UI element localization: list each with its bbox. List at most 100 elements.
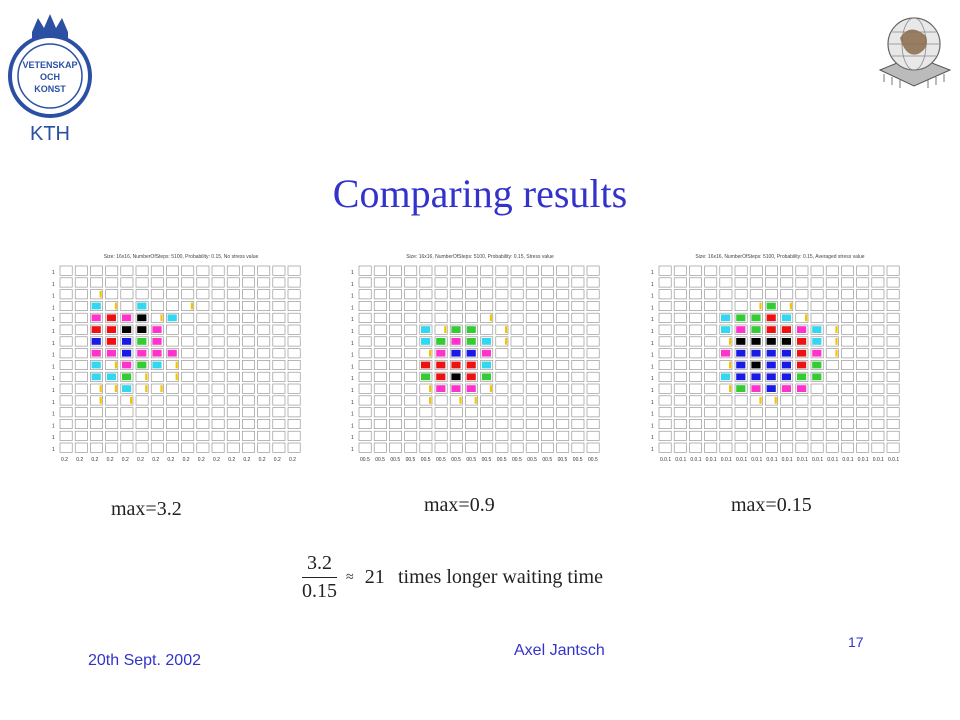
grid-node [59, 277, 73, 288]
grid-node [510, 383, 524, 394]
grid-node [586, 407, 600, 418]
node-fill [781, 385, 791, 392]
grid-node [689, 312, 702, 323]
grid-node [734, 289, 748, 300]
grid-node [120, 277, 134, 288]
grid-node [673, 407, 687, 418]
grid-node [449, 395, 463, 406]
grid-node [90, 265, 103, 276]
node-fill [122, 361, 132, 369]
node-fill [812, 349, 822, 357]
grid-node [166, 336, 179, 347]
grid-node [257, 336, 271, 347]
grid-node [257, 442, 271, 453]
grid-node [780, 395, 794, 406]
grid-node [242, 348, 255, 359]
grid-node [166, 360, 179, 371]
grid-node [373, 360, 387, 371]
node-fill [167, 349, 177, 357]
grid-node [886, 277, 900, 288]
grid-node [373, 430, 387, 441]
grid-node [719, 442, 733, 453]
grid-node [571, 348, 585, 359]
grid-node [389, 395, 402, 406]
grid-panel-no-stress: Size: 16x16, NumberOfSteps: 5100, Probab… [50, 254, 312, 474]
node-fill [451, 385, 461, 392]
grid-node [373, 277, 387, 288]
grid-node [419, 289, 433, 300]
grid-node [404, 383, 418, 394]
node-fill [130, 397, 133, 404]
node-fill [190, 302, 193, 310]
grid-node [358, 301, 372, 312]
grid-node [287, 336, 301, 347]
row-marker: 1 [651, 388, 654, 394]
grid-node [586, 277, 600, 288]
grid-node [74, 348, 88, 359]
grid-node [780, 301, 794, 312]
grid-node [871, 371, 885, 382]
grid-node [242, 324, 255, 335]
node-fill [751, 385, 761, 392]
grid-node [434, 301, 448, 312]
node-fill [505, 338, 508, 345]
grid-node [495, 371, 509, 382]
grid-node [765, 395, 778, 406]
grid-node [556, 277, 570, 288]
grid-node [59, 265, 73, 276]
grid-node [211, 265, 225, 276]
grid-node [389, 301, 402, 312]
grid-node [673, 301, 687, 312]
grid-node [181, 277, 195, 288]
node-fill [175, 361, 178, 369]
grid-node [59, 348, 73, 359]
node-fill [137, 302, 147, 310]
row-marker: 1 [52, 294, 55, 300]
grid-node [419, 419, 433, 429]
node-fill [505, 326, 508, 333]
node-fill [167, 314, 177, 322]
node-fill [489, 314, 492, 322]
column-tick-label: 00.5 [542, 457, 552, 463]
grid-node [571, 277, 585, 288]
grid-node [719, 430, 733, 441]
grid-node [59, 360, 73, 371]
node-fill [429, 385, 432, 392]
node-fill [812, 373, 822, 381]
grid-node [449, 289, 463, 300]
node-fill [805, 314, 808, 322]
grid-node [825, 371, 839, 382]
grid-node [586, 312, 600, 323]
grid-node [719, 419, 733, 429]
grid-node [795, 430, 809, 441]
grid-node [242, 289, 255, 300]
row-marker: 1 [52, 400, 55, 406]
row-marker: 1 [52, 329, 55, 335]
grid-node [689, 360, 702, 371]
grid-node [658, 419, 672, 429]
grid-node [556, 360, 570, 371]
grid-node [689, 419, 702, 429]
grid-node [673, 430, 687, 441]
row-marker: 1 [351, 282, 354, 288]
row-marker: 1 [351, 447, 354, 453]
column-tick-label: 0.2 [152, 457, 159, 463]
node-fill [751, 314, 761, 322]
panel-caption: Size: 16x16, NumberOfSteps: 5100, Probab… [103, 254, 259, 260]
node-fill [114, 385, 117, 392]
grid-node [59, 407, 73, 418]
grid-node [856, 419, 870, 429]
grid-node [886, 430, 900, 441]
grid-node [358, 265, 372, 276]
grid-node [510, 277, 524, 288]
node-fill [721, 314, 731, 322]
grid-node [658, 301, 672, 312]
grid-node [373, 289, 387, 300]
ratio-value: 21 [364, 566, 385, 588]
logo-line-3: KONST [34, 84, 66, 94]
grid-node [765, 265, 778, 276]
grid-node [825, 277, 839, 288]
grid-node [795, 289, 809, 300]
grid-node [795, 312, 809, 323]
grid-node [211, 430, 225, 441]
